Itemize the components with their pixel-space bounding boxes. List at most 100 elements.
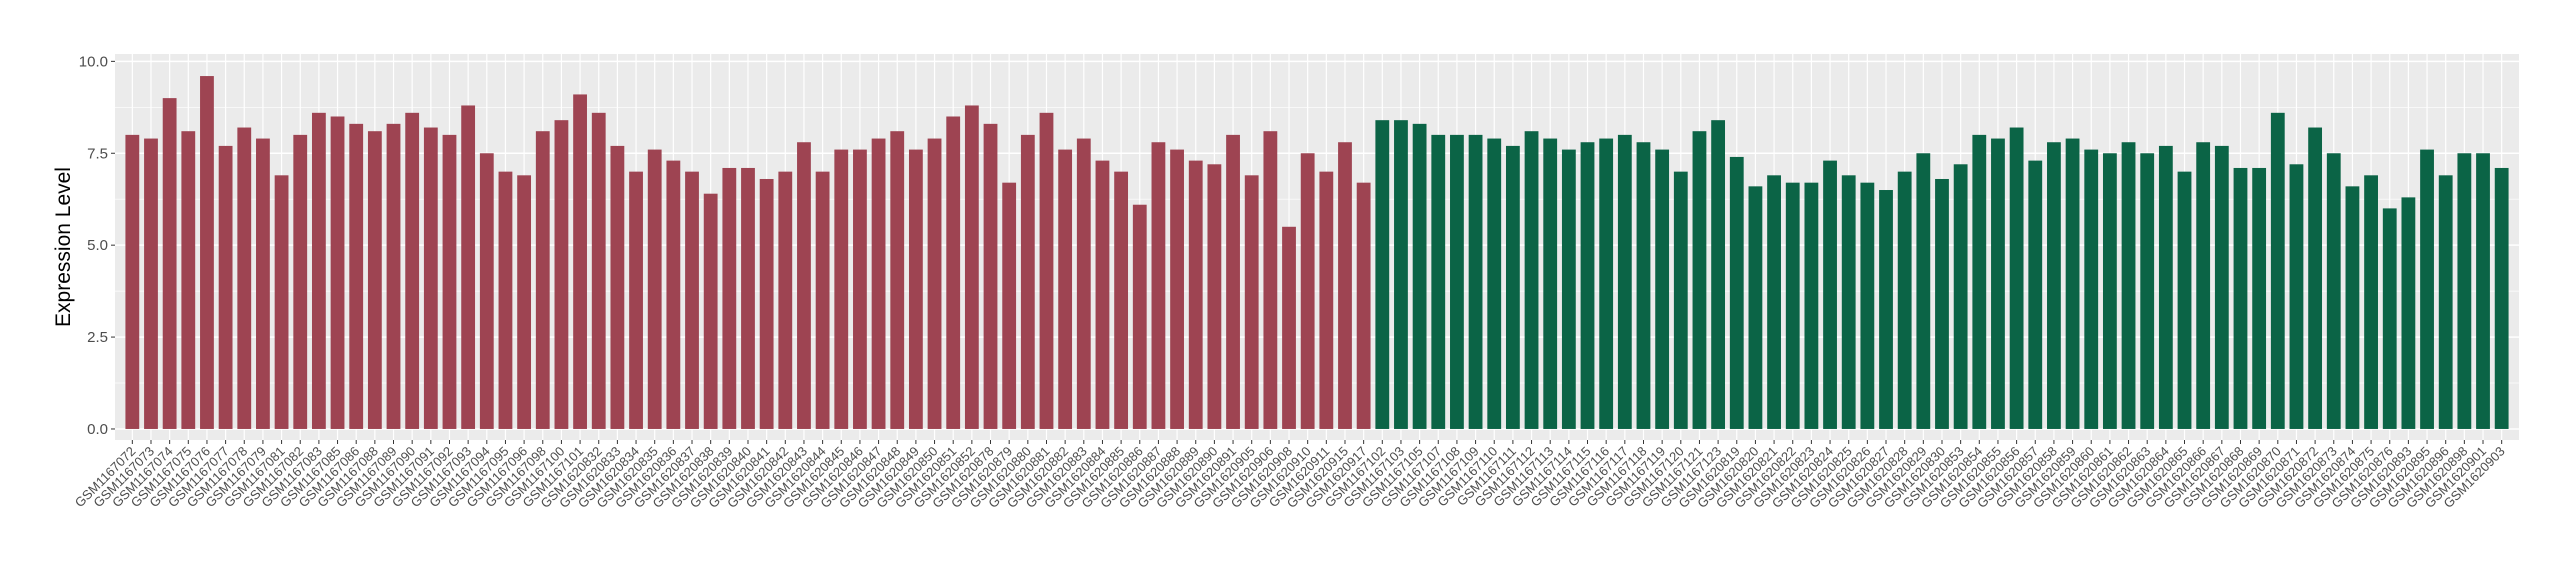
bar bbox=[442, 134, 457, 429]
bar bbox=[2196, 142, 2211, 429]
y-tick-label: 2.5 bbox=[87, 329, 108, 346]
bar bbox=[2102, 153, 2117, 429]
bar bbox=[1151, 142, 1166, 429]
bar bbox=[144, 138, 158, 429]
bar bbox=[908, 149, 923, 429]
bar bbox=[1188, 160, 1203, 429]
bar bbox=[685, 171, 699, 429]
bar bbox=[1711, 120, 1726, 429]
bar bbox=[573, 94, 587, 429]
bar bbox=[741, 167, 755, 429]
bar bbox=[2308, 127, 2323, 429]
bar bbox=[1300, 153, 1315, 429]
bar bbox=[2047, 142, 2061, 429]
bar bbox=[1450, 134, 1464, 429]
bar bbox=[2494, 167, 2509, 429]
bar bbox=[1244, 175, 1259, 429]
bar bbox=[983, 123, 998, 429]
bar bbox=[1692, 131, 1707, 429]
bar bbox=[1226, 134, 1240, 429]
bar bbox=[2140, 153, 2155, 429]
bar bbox=[1972, 134, 1987, 429]
bar bbox=[498, 171, 513, 429]
bar bbox=[1599, 138, 1614, 429]
bar bbox=[1953, 164, 1968, 429]
bar bbox=[797, 142, 811, 429]
bar bbox=[1076, 138, 1091, 429]
bar bbox=[1020, 134, 1035, 429]
bar bbox=[2214, 145, 2229, 429]
bar bbox=[1505, 145, 1520, 429]
bar bbox=[1002, 182, 1017, 429]
bar bbox=[1431, 134, 1446, 429]
bar bbox=[1561, 149, 1576, 429]
bar bbox=[2270, 112, 2285, 429]
bar bbox=[1841, 175, 1856, 429]
bar bbox=[2438, 175, 2453, 429]
bar bbox=[1263, 131, 1278, 429]
bar bbox=[2233, 167, 2248, 429]
bar bbox=[1468, 134, 1483, 429]
bar bbox=[610, 145, 625, 429]
bar bbox=[647, 149, 662, 429]
y-tick-label: 0.0 bbox=[87, 421, 108, 438]
bar bbox=[834, 149, 849, 429]
bar bbox=[1636, 142, 1651, 429]
bar bbox=[1879, 190, 1893, 429]
bar bbox=[1543, 138, 1558, 429]
bar bbox=[778, 171, 793, 429]
bar bbox=[1058, 149, 1073, 429]
bar bbox=[2457, 153, 2472, 429]
bar bbox=[461, 105, 476, 429]
bar bbox=[1114, 171, 1129, 429]
bar bbox=[1282, 226, 1296, 429]
bar bbox=[1897, 171, 1912, 429]
bar bbox=[815, 171, 830, 429]
bar bbox=[256, 138, 270, 429]
bar bbox=[1748, 186, 1763, 429]
bar bbox=[1394, 120, 1408, 429]
bar bbox=[330, 116, 345, 429]
bar bbox=[2364, 175, 2378, 429]
bar bbox=[1095, 160, 1110, 429]
bar bbox=[162, 98, 177, 429]
bar bbox=[1375, 120, 1390, 429]
bar bbox=[1785, 182, 1800, 429]
bar bbox=[311, 112, 326, 429]
bar bbox=[1935, 178, 1949, 429]
bar bbox=[2177, 171, 2192, 429]
bar bbox=[2065, 138, 2080, 429]
bar bbox=[125, 134, 140, 429]
bar bbox=[1319, 171, 1334, 429]
y-axis-label: Expression Level bbox=[52, 167, 75, 327]
bar bbox=[871, 138, 886, 429]
bar bbox=[629, 171, 643, 429]
bar bbox=[535, 131, 550, 429]
bar bbox=[666, 160, 681, 429]
bar bbox=[349, 123, 364, 429]
bar bbox=[1338, 142, 1352, 429]
bar bbox=[423, 127, 438, 429]
bar bbox=[2009, 127, 2024, 429]
bar bbox=[1487, 138, 1502, 429]
bar bbox=[1655, 149, 1670, 429]
bar bbox=[2028, 160, 2043, 429]
bar bbox=[293, 134, 308, 429]
bar bbox=[2252, 167, 2267, 429]
bar bbox=[2121, 142, 2136, 429]
bar bbox=[274, 175, 289, 429]
bar bbox=[964, 105, 979, 429]
bar bbox=[2158, 145, 2173, 429]
bar bbox=[386, 123, 401, 429]
bar bbox=[1860, 182, 1875, 429]
bar bbox=[1170, 149, 1184, 429]
bar bbox=[2326, 153, 2341, 429]
bar bbox=[1207, 164, 1222, 429]
bar bbox=[927, 138, 942, 429]
bar bbox=[890, 131, 905, 429]
bar bbox=[1991, 138, 2005, 429]
bar bbox=[181, 131, 196, 429]
y-tick-label: 7.5 bbox=[87, 145, 108, 162]
y-tick-label: 5.0 bbox=[87, 237, 108, 254]
bar bbox=[2382, 208, 2397, 429]
